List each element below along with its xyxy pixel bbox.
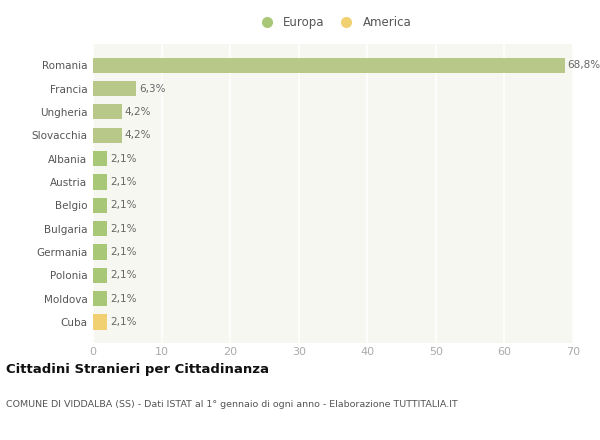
Bar [93,174,107,190]
Bar [93,58,565,73]
Bar [93,291,107,306]
Text: 2,1%: 2,1% [110,247,137,257]
Text: 2,1%: 2,1% [110,154,137,164]
Text: 4,2%: 4,2% [125,130,151,140]
Text: COMUNE DI VIDDALBA (SS) - Dati ISTAT al 1° gennaio di ogni anno - Elaborazione T: COMUNE DI VIDDALBA (SS) - Dati ISTAT al … [6,400,458,409]
Bar [93,128,122,143]
Text: 2,1%: 2,1% [110,200,137,210]
Text: 2,1%: 2,1% [110,317,137,327]
Bar [93,104,122,120]
Text: Cittadini Stranieri per Cittadinanza: Cittadini Stranieri per Cittadinanza [6,363,269,376]
Legend: Europa, America: Europa, America [250,11,416,33]
Text: 2,1%: 2,1% [110,270,137,280]
Bar [93,268,107,283]
Text: 2,1%: 2,1% [110,177,137,187]
Bar [93,151,107,166]
Text: 2,1%: 2,1% [110,224,137,234]
Bar [93,244,107,260]
Text: 4,2%: 4,2% [125,107,151,117]
Text: 68,8%: 68,8% [568,60,600,70]
Text: 6,3%: 6,3% [139,84,166,94]
Bar [93,315,107,330]
Bar [93,81,136,96]
Text: 2,1%: 2,1% [110,293,137,304]
Bar [93,198,107,213]
Bar [93,221,107,236]
